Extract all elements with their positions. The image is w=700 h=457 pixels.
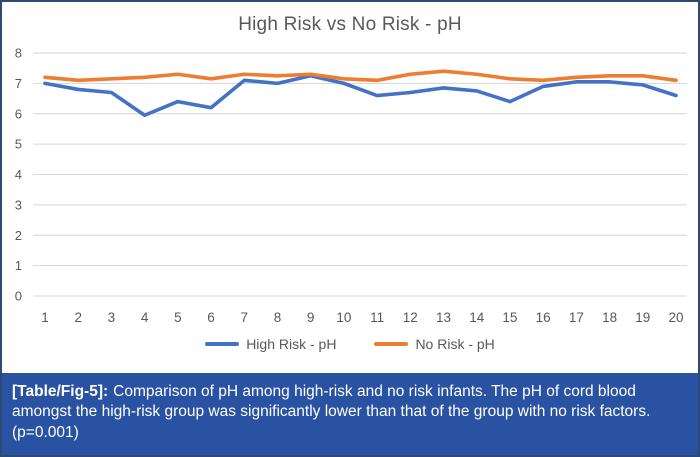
x-tick-label: 11 bbox=[370, 310, 384, 325]
x-tick-label: 10 bbox=[336, 310, 351, 325]
x-tick-label: 18 bbox=[602, 310, 617, 325]
y-tick-label: 5 bbox=[15, 137, 22, 152]
legend-item: High Risk - pH bbox=[205, 336, 336, 352]
y-tick-label: 2 bbox=[15, 228, 22, 243]
chart-legend: High Risk - pH No Risk - pH bbox=[2, 336, 698, 352]
chart-title: High Risk vs No Risk - pH bbox=[238, 14, 462, 35]
x-tick-label: 2 bbox=[74, 310, 82, 325]
x-tick-label: 15 bbox=[502, 310, 517, 325]
series-line-high-risk bbox=[43, 73, 678, 118]
legend-swatch-high-risk-icon bbox=[205, 341, 240, 347]
x-tick-label: 9 bbox=[307, 310, 315, 325]
y-tick-label: 7 bbox=[15, 76, 22, 91]
legend-label: No Risk - pH bbox=[415, 336, 495, 352]
y-tick-label: 8 bbox=[15, 46, 22, 61]
x-tick-label: 20 bbox=[668, 310, 683, 325]
x-tick-label: 12 bbox=[403, 310, 418, 325]
x-tick-label: 14 bbox=[469, 310, 485, 325]
x-tick-label: 4 bbox=[141, 310, 149, 325]
x-tick-label: 5 bbox=[174, 310, 182, 325]
x-tick-label: 7 bbox=[241, 310, 249, 325]
x-tick-label: 3 bbox=[108, 310, 116, 325]
y-tick-label: 0 bbox=[15, 289, 22, 304]
x-tick-label: 16 bbox=[536, 310, 551, 325]
legend-swatch-no-risk-icon bbox=[374, 341, 409, 347]
y-tick-label: 1 bbox=[15, 258, 22, 273]
x-tick-label: 8 bbox=[274, 310, 282, 325]
y-tick-label: 3 bbox=[15, 197, 22, 212]
y-tick-label: 6 bbox=[15, 106, 22, 121]
x-tick-label: 19 bbox=[635, 310, 650, 325]
y-tick-label: 4 bbox=[15, 167, 22, 182]
x-tick-label: 1 bbox=[41, 310, 49, 325]
legend-item: No Risk - pH bbox=[374, 336, 495, 352]
caption-label: [Table/Fig-5]: bbox=[12, 382, 109, 400]
legend-label: High Risk - pH bbox=[246, 336, 337, 352]
x-tick-label: 6 bbox=[207, 310, 215, 325]
caption-box: [Table/Fig-5]: Comparison of pH among hig… bbox=[2, 372, 698, 455]
x-tick-label: 17 bbox=[569, 310, 584, 325]
x-tick-label: 13 bbox=[436, 310, 451, 325]
series-line-no-risk bbox=[43, 69, 678, 83]
caption-text: Comparison of pH among high-risk and no … bbox=[12, 382, 651, 442]
